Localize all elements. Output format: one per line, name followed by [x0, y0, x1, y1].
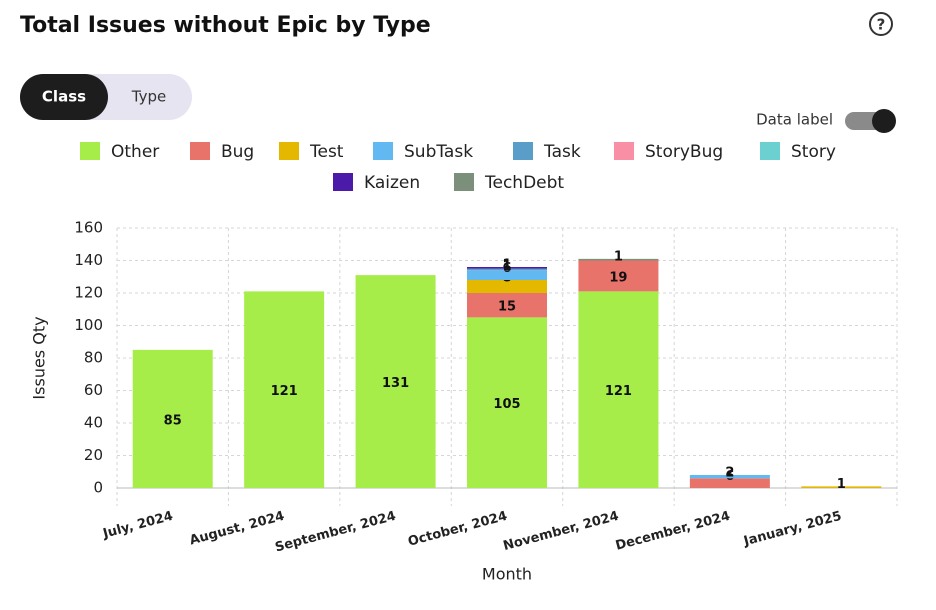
bar-segment [467, 317, 547, 488]
bar-segment [467, 280, 547, 293]
y-tick-label: 20 [84, 446, 103, 464]
x-tick-label: August, 2024 [188, 509, 286, 549]
y-tick-label: 100 [74, 316, 103, 334]
data-label: 121 [271, 384, 298, 399]
chart-title: Total Issues without Epic by Type [20, 13, 431, 38]
tab[interactable]: Type [131, 88, 166, 106]
data-label: 1 [837, 477, 846, 492]
x-tick-label: July, 2024 [101, 509, 175, 542]
data-label: 85 [164, 413, 182, 428]
y-tick-label: 120 [74, 284, 103, 302]
x-tick-label: September, 2024 [274, 509, 398, 556]
bar-segment [467, 293, 547, 318]
y-tick-label: 160 [74, 219, 103, 237]
legend-swatch [279, 142, 299, 160]
y-tick-label: 140 [74, 251, 103, 269]
legend-label: Other [111, 142, 159, 162]
x-tick-label: November, 2024 [502, 509, 621, 554]
data-label: 1 [502, 259, 511, 274]
legend-swatch [760, 142, 780, 160]
bar-segment [132, 349, 213, 488]
bar-segment [578, 291, 659, 488]
y-tick-label: 40 [84, 414, 103, 432]
y-tick-label: 0 [93, 479, 103, 497]
bar-segment [467, 268, 547, 271]
bar-segment [689, 475, 770, 479]
x-tick-label: January, 2025 [741, 509, 843, 550]
legend-swatch [80, 142, 100, 160]
bar-segment [689, 478, 770, 488]
data-label: 131 [382, 376, 409, 391]
legend-label: Bug [221, 142, 254, 162]
data-label: 105 [493, 397, 520, 412]
legend-label: Task [543, 142, 581, 162]
toggle-label: Data label [756, 111, 833, 129]
legend-swatch [614, 142, 634, 160]
legend-label: Test [309, 142, 344, 162]
bar-segment [801, 486, 882, 488]
bar-segment [244, 291, 325, 488]
y-axis-title: Issues Qty [30, 316, 49, 399]
legend-swatch [373, 142, 393, 160]
tab[interactable]: Class [42, 88, 86, 106]
y-tick-label: 80 [84, 349, 103, 367]
bar-segment [578, 260, 659, 292]
legend-label: StoryBug [645, 142, 723, 162]
svg-text:?: ? [877, 16, 886, 34]
legend-swatch [190, 142, 210, 160]
data-label: 1 [614, 249, 623, 264]
tab-active[interactable] [20, 74, 108, 120]
legend-swatch [454, 173, 474, 191]
bar-segment [578, 258, 659, 261]
data-label: 19 [609, 270, 627, 285]
x-tick-label: October, 2024 [406, 509, 509, 550]
bar-segment [355, 275, 436, 488]
y-tick-label: 60 [84, 381, 103, 399]
legend-label: Kaizen [364, 173, 420, 193]
bar-segment [467, 270, 547, 280]
x-tick-label: December, 2024 [614, 509, 732, 554]
help-icon[interactable]: ? [869, 12, 893, 36]
legend-label: TechDebt [484, 173, 564, 193]
data-label: 15 [498, 300, 516, 315]
x-axis-title: Month [482, 565, 532, 584]
data-label: 2 [725, 466, 734, 481]
legend-swatch [513, 142, 533, 160]
legend-label: SubTask [404, 142, 473, 162]
legend-swatch [333, 173, 353, 191]
bar-segment [467, 267, 547, 269]
legend-label: Story [791, 142, 836, 162]
data-label: 121 [605, 384, 632, 399]
data-label: 1 [502, 258, 511, 273]
data-label-toggle[interactable] [845, 109, 896, 133]
